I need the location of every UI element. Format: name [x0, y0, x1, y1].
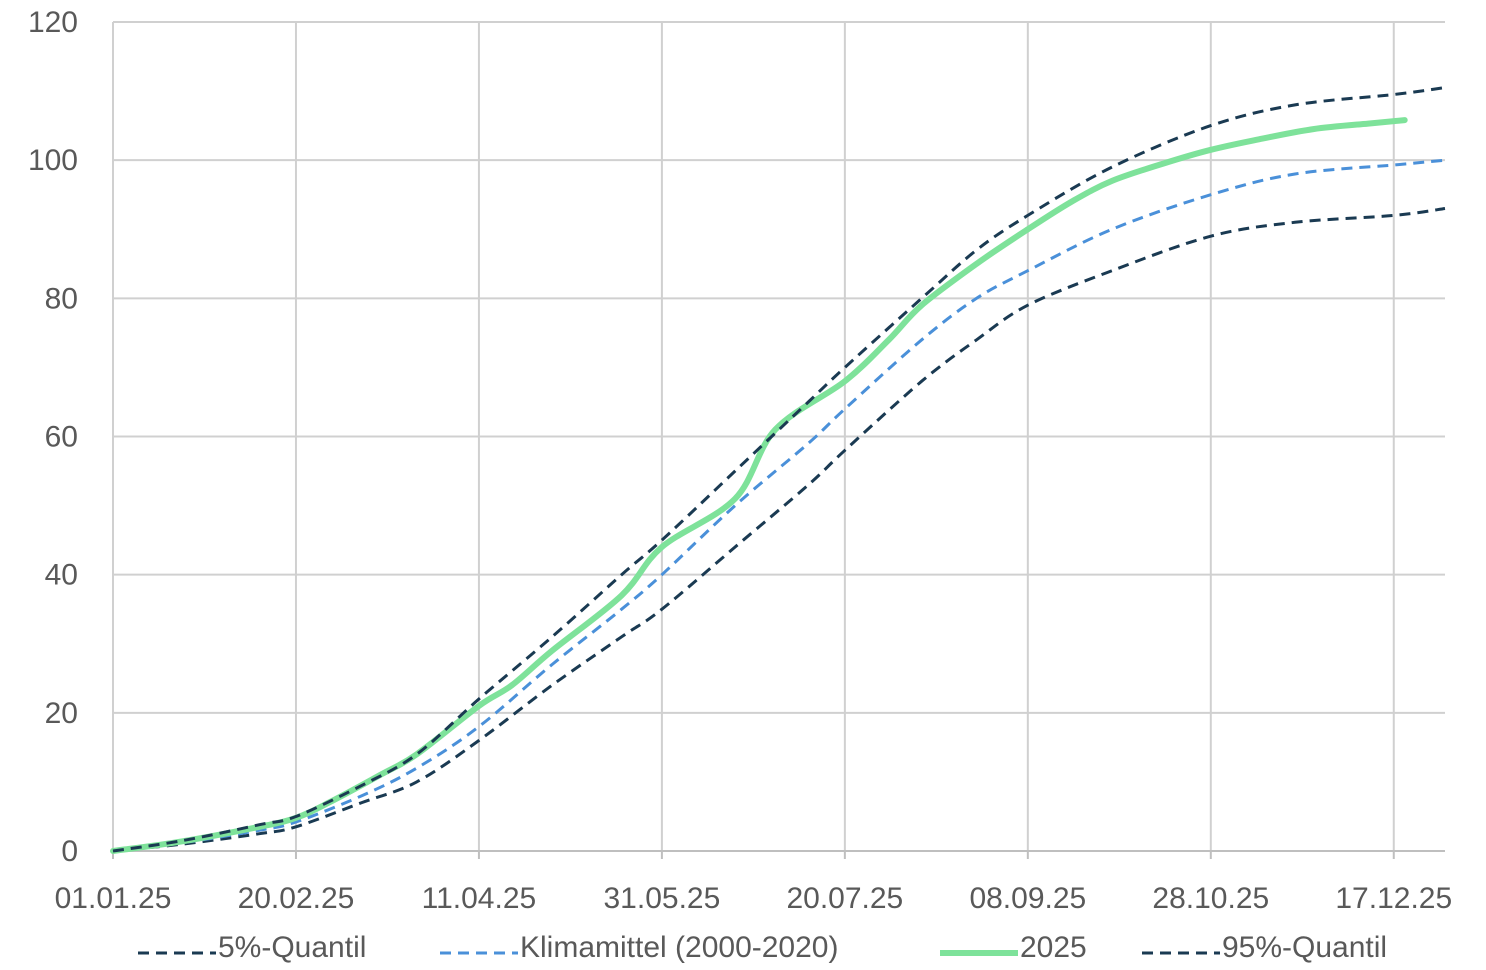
- gridlines: [112, 21, 1445, 851]
- legend-label-5pct-quantil: 5%-Quantil: [218, 931, 367, 964]
- legend-item-2025: 2025: [940, 926, 1087, 970]
- y-tick-label: 120: [28, 6, 78, 39]
- series-lines: [110, 86, 1446, 854]
- y-tick-label: 60: [45, 421, 78, 454]
- legend-swatch-2025: [940, 944, 1018, 956]
- y-tick-label: 100: [28, 144, 78, 177]
- y-axis-tick-labels: 0 20 40 60 80 100 120: [28, 6, 78, 868]
- x-tick-label: 20.02.25: [238, 882, 355, 915]
- x-tick-label: 17.12.25: [1335, 882, 1452, 915]
- x-tick-label: 20.07.25: [786, 882, 903, 915]
- legend-label-klimamittel: Klimamittel (2000-2020): [520, 931, 839, 964]
- x-tick-label: 31.05.25: [604, 882, 721, 915]
- x-axis-tick-labels: 01.01.25 20.02.25 11.04.25 31.05.25 20.07.25…: [55, 882, 1453, 915]
- series-line-klimamittel: [112, 158, 1446, 853]
- legend-item-klimamittel: Klimamittel (2000-2020): [440, 926, 838, 970]
- y-tick-label: 20: [45, 697, 78, 730]
- axes: [112, 850, 1445, 859]
- legend-item-5pct-quantil: 5%-Quantil: [138, 926, 366, 970]
- series-line-5pct-quantil: [112, 207, 1446, 853]
- y-tick-label: 0: [61, 835, 78, 868]
- series-line-95pct-quantil: [112, 86, 1446, 853]
- legend-item-95pct-quantil: 95%-Quantil: [1142, 926, 1387, 970]
- legend-label-2025: 2025: [1020, 931, 1087, 964]
- y-tick-label: 40: [45, 559, 78, 592]
- x-tick-label: 01.01.25: [55, 882, 172, 915]
- chart-legend: 5%-Quantil Klimamittel (2000-2020) 2025 …: [0, 926, 1486, 970]
- legend-swatch-5pct-quantil: [138, 944, 216, 955]
- y-tick-label: 80: [45, 282, 78, 315]
- x-tick-label: 08.09.25: [969, 882, 1086, 915]
- legend-swatch-klimamittel: [440, 944, 518, 955]
- legend-label-95pct-quantil: 95%-Quantil: [1222, 931, 1388, 964]
- x-tick-label: 28.10.25: [1152, 882, 1269, 915]
- x-tick-label: 11.04.25: [422, 882, 537, 915]
- legend-swatch-95pct-quantil: [1142, 944, 1220, 955]
- line-chart: 0 20 40 60 80 100 120 01.01.25 20.02.25 11.04.25…: [28, 6, 1453, 915]
